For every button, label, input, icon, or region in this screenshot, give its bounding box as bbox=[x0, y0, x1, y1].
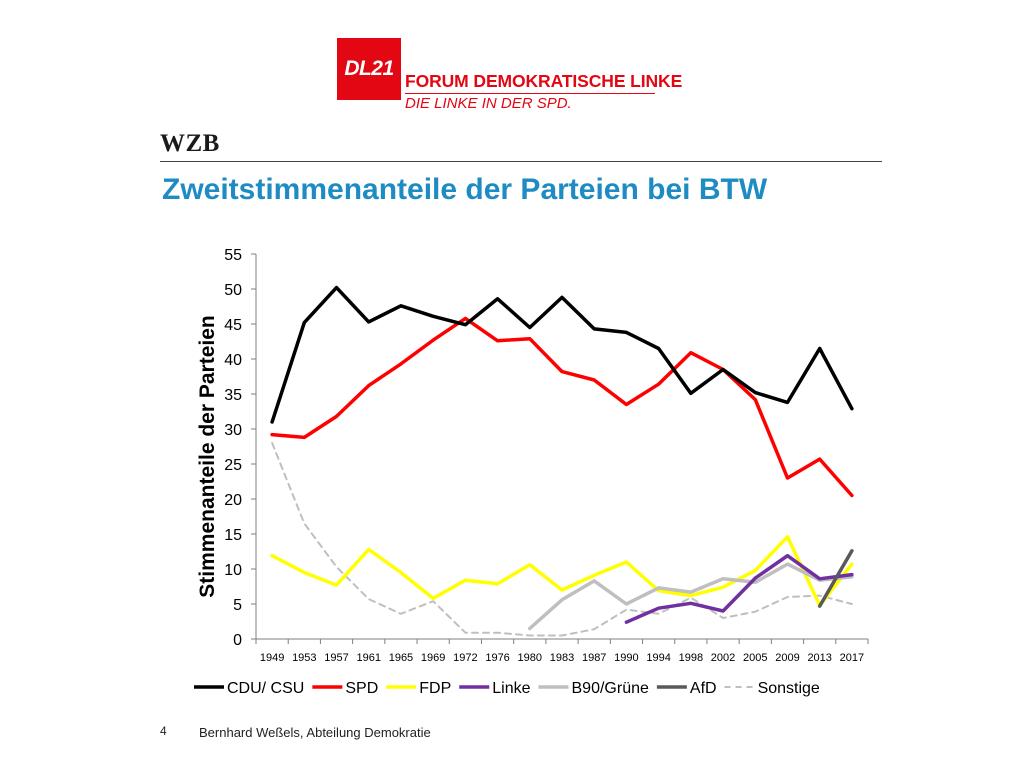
x-tick-label-1961: 1961 bbox=[356, 652, 380, 664]
y-tick-label-35: 35 bbox=[224, 387, 242, 404]
page-title: Zweitstimmenanteile der Parteien bei BTW bbox=[162, 173, 768, 206]
x-tick-label-2017: 2017 bbox=[840, 652, 864, 664]
y-tick-label-50: 50 bbox=[224, 282, 242, 299]
y-tick-label-55: 55 bbox=[224, 247, 242, 264]
x-tick-label-1990: 1990 bbox=[614, 652, 638, 664]
dl21-logo-mark: DL21 bbox=[337, 38, 401, 100]
x-tick-label-1987: 1987 bbox=[582, 652, 606, 664]
x-tick-label-1980: 1980 bbox=[518, 652, 542, 664]
x-tick-label-1994: 1994 bbox=[646, 652, 670, 664]
wzb-header-logo: WZB bbox=[160, 130, 220, 157]
y-axis-label: Stimmenanteile der Parteien bbox=[196, 315, 219, 597]
y-tick-label-30: 30 bbox=[224, 422, 242, 439]
logo-divider bbox=[405, 93, 655, 94]
series-line-b90-gr-ne bbox=[528, 562, 854, 631]
x-tick-label-1972: 1972 bbox=[453, 652, 477, 664]
y-tick-label-25: 25 bbox=[224, 457, 242, 474]
x-tick-label-1969: 1969 bbox=[421, 652, 445, 664]
y-tick-label-0: 0 bbox=[233, 632, 242, 649]
legend-label-sonstige: Sonstige bbox=[758, 680, 820, 697]
series-line-fdp bbox=[270, 535, 854, 608]
x-tick-label-2002: 2002 bbox=[711, 652, 735, 664]
footer-author: Bernhard Weßels, Abteilung Demokratie bbox=[199, 725, 431, 740]
x-tick-label-1949: 1949 bbox=[260, 652, 284, 664]
y-tick-label-10: 10 bbox=[224, 562, 242, 579]
x-tick-label-1957: 1957 bbox=[324, 652, 348, 664]
legend-label-linke: Linke bbox=[492, 680, 530, 697]
header-divider bbox=[160, 161, 882, 162]
logo-title: FORUM DEMOKRATISCHE LINKE bbox=[405, 71, 683, 91]
y-tick-label-40: 40 bbox=[224, 352, 242, 369]
series-line-sonstige bbox=[271, 442, 853, 637]
legend-label-afd: AfD bbox=[690, 680, 717, 697]
x-tick-label-1953: 1953 bbox=[292, 652, 316, 664]
x-tick-label-2009: 2009 bbox=[775, 652, 799, 664]
series-line-cdu-csu bbox=[270, 285, 854, 424]
series-line-spd bbox=[270, 316, 854, 498]
x-tick-label-1983: 1983 bbox=[550, 652, 574, 664]
logo-subtitle: DIE LINKE IN DER SPD. bbox=[405, 95, 572, 112]
x-tick-label-1976: 1976 bbox=[485, 652, 509, 664]
y-tick-label-45: 45 bbox=[224, 317, 242, 334]
x-tick-label-2005: 2005 bbox=[743, 652, 767, 664]
legend-label-b90-gr-ne: B90/Grüne bbox=[572, 680, 649, 697]
x-tick-label-2013: 2013 bbox=[807, 652, 831, 664]
legend-label-fdp: FDP bbox=[419, 680, 451, 697]
footer-page-number: 4 bbox=[160, 724, 167, 738]
series-line-linke bbox=[624, 553, 854, 624]
logo-mark-text: DL21 bbox=[344, 57, 394, 80]
legend-label-spd: SPD bbox=[345, 680, 378, 697]
y-tick-label-15: 15 bbox=[224, 527, 242, 544]
legend-label-cdu-csu: CDU/ CSU bbox=[227, 680, 304, 697]
x-tick-label-1998: 1998 bbox=[679, 652, 703, 664]
y-tick-label-5: 5 bbox=[233, 597, 242, 614]
series-line-afd bbox=[817, 549, 854, 608]
x-tick-label-1965: 1965 bbox=[389, 652, 413, 664]
y-tick-label-20: 20 bbox=[224, 492, 242, 509]
